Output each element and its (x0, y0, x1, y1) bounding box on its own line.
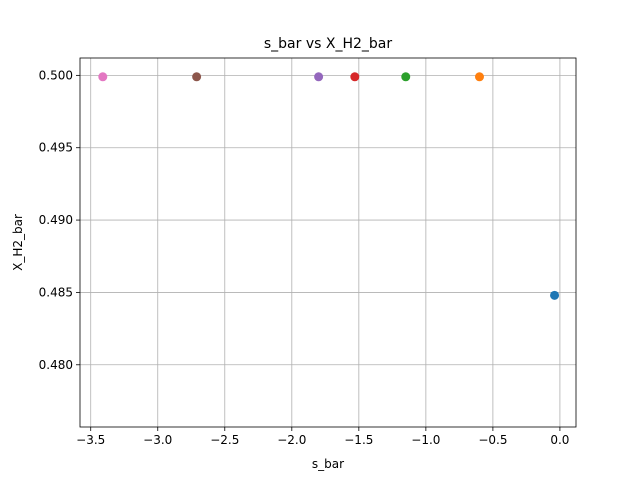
data-point-6 (192, 72, 202, 82)
data-point-5 (314, 72, 324, 82)
plot-frame (79, 57, 577, 428)
axis-ticks: −3.5 −3.0 −2.5 −2.0 −1.5 −1.0 −0.5 0.0 0.480 0.48… (39, 68, 570, 447)
x-tick-label: −0.5 (478, 433, 507, 447)
x-tick-label: 0.0 (550, 433, 569, 447)
x-tick-label: −2.0 (277, 433, 306, 447)
y-tick-label: 0.480 (39, 358, 73, 372)
data-point-1 (550, 290, 560, 300)
data-point-3 (401, 72, 411, 82)
scatter-points (98, 72, 560, 300)
data-point-7 (98, 72, 108, 82)
data-point-4 (350, 72, 360, 82)
x-tick-label: −3.0 (143, 433, 172, 447)
y-tick-label: 0.495 (39, 141, 73, 155)
x-tick-label: −1.5 (344, 433, 373, 447)
y-tick-label: 0.500 (39, 68, 73, 82)
data-point-2 (474, 72, 484, 82)
y-axis-label: X_H2_bar (11, 214, 25, 271)
y-tick-label: 0.490 (39, 213, 73, 227)
y-tick-label: 0.485 (39, 285, 73, 299)
x-tick-label: −2.5 (210, 433, 239, 447)
grid (80, 58, 576, 427)
x-axis-label: s_bar (312, 457, 344, 471)
chart-title: s_bar vs X_H2_bar (264, 36, 392, 52)
x-tick-label: −1.0 (411, 433, 440, 447)
x-tick-label: −3.5 (76, 433, 105, 447)
